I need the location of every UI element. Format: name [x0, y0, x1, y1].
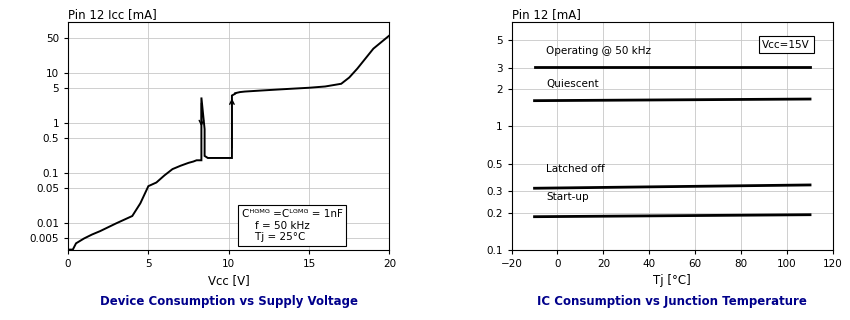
Text: Pin 12 [mA]: Pin 12 [mA]	[512, 8, 581, 21]
X-axis label: Tj [°C]: Tj [°C]	[654, 274, 691, 287]
Text: Vcc=15V: Vcc=15V	[762, 40, 810, 50]
Text: Pin 12 Icc [mA]: Pin 12 Icc [mA]	[68, 8, 156, 21]
Text: Quiescent: Quiescent	[546, 79, 598, 89]
X-axis label: Vcc [V]: Vcc [V]	[208, 274, 250, 287]
Text: Latched off: Latched off	[546, 164, 604, 174]
Text: Operating @ 50 kHz: Operating @ 50 kHz	[546, 46, 651, 57]
Text: Start-up: Start-up	[546, 192, 589, 202]
Text: Cᴴᴳᴹᴳ =Cᴸᴳᴹᴳ = 1nF
    f = 50 kHz
    Tj = 25°C: Cᴴᴳᴹᴳ =Cᴸᴳᴹᴳ = 1nF f = 50 kHz Tj = 25°C	[241, 209, 343, 242]
Text: Device Consumption vs Supply Voltage: Device Consumption vs Supply Voltage	[99, 295, 358, 308]
Text: IC Consumption vs Junction Temperature: IC Consumption vs Junction Temperature	[537, 295, 808, 308]
